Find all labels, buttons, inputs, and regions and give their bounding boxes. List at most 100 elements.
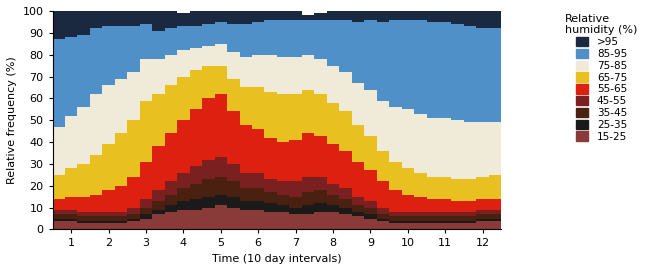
Bar [427,223,439,230]
Bar [439,221,452,223]
Bar [177,26,190,50]
Bar [115,221,127,223]
Bar [127,221,140,230]
Bar [215,195,227,205]
Bar [202,208,215,230]
Bar [339,208,352,214]
Bar [377,181,389,208]
Bar [339,11,352,20]
Bar [389,162,401,190]
Bar [327,20,339,66]
Bar [140,101,153,162]
Bar [352,11,364,22]
Bar [314,136,327,177]
Bar [364,170,377,201]
Bar [452,223,464,230]
Bar [452,11,464,24]
Bar [377,151,389,181]
Bar [277,205,290,212]
Bar [489,214,501,218]
Bar [389,11,401,20]
Bar [489,28,501,122]
Bar [427,11,439,22]
Bar [227,24,240,53]
Bar [90,221,102,223]
Bar [377,22,389,101]
Bar [302,214,314,230]
Bar [177,13,190,26]
Bar [414,173,427,197]
Bar [153,94,165,146]
Bar [65,168,78,197]
Bar [202,179,215,197]
Bar [352,83,364,125]
Bar [476,214,489,218]
Bar [227,208,240,230]
Bar [290,20,302,57]
Bar [53,175,65,199]
Bar [439,212,452,216]
Bar [240,125,252,173]
Bar [127,120,140,177]
Bar [352,205,364,212]
Bar [290,57,302,94]
Bar [364,136,377,170]
Bar [190,210,202,230]
Bar [352,197,364,205]
Bar [90,195,102,212]
Bar [102,190,115,212]
Bar [464,212,476,216]
Bar [401,20,414,109]
Bar [115,186,127,212]
Bar [227,164,240,181]
Bar [264,192,277,203]
Bar [127,11,140,26]
Bar [90,11,102,28]
Bar [377,221,389,230]
Bar [327,212,339,230]
Bar [102,221,115,223]
Bar [290,181,302,197]
Bar [165,205,177,212]
Bar [327,11,339,20]
Bar [65,37,78,116]
Bar [327,103,339,144]
Bar [401,212,414,216]
Bar [65,214,78,218]
Bar [227,111,240,164]
Bar [264,212,277,230]
Bar [302,177,314,192]
Bar [215,94,227,157]
Bar [364,90,377,136]
Bar [327,205,339,212]
Bar [252,173,264,188]
Bar [252,22,264,55]
Bar [240,24,252,57]
Bar [277,11,290,20]
Bar [90,94,102,155]
Bar [215,157,227,177]
Bar [302,192,314,205]
Bar [140,218,153,230]
Bar [127,208,140,214]
Bar [78,35,90,107]
Bar [127,72,140,120]
Bar [414,216,427,221]
Bar [65,197,78,210]
Bar [215,66,227,94]
Bar [401,109,414,168]
Bar [352,125,364,162]
Bar [165,55,177,85]
Bar [202,24,215,46]
Bar [252,129,264,173]
Bar [165,181,177,195]
Bar [452,201,464,212]
Bar [127,177,140,208]
Bar [153,210,165,214]
Bar [140,214,153,218]
Bar [65,221,78,230]
Bar [327,66,339,103]
Bar [115,223,127,230]
Bar [452,221,464,223]
Bar [53,221,65,230]
